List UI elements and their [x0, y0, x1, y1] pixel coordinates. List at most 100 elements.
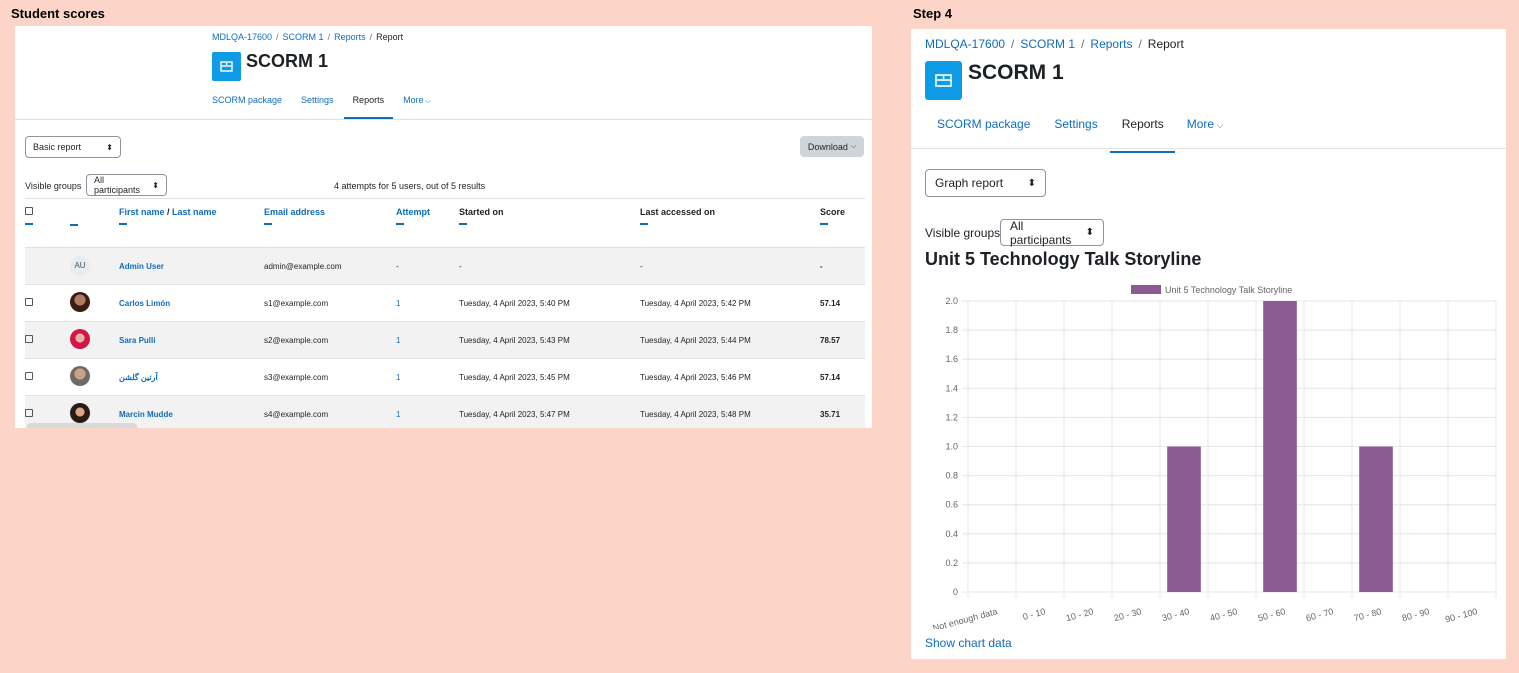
name-cell: Carlos Limón [119, 284, 264, 322]
report-type-value: Basic report [33, 142, 82, 152]
chevron-down-icon: ⌵ [850, 142, 857, 150]
y-tick-label: 0.4 [945, 529, 958, 539]
chevron-down-icon: ⌵ [423, 98, 431, 105]
breadcrumb-course[interactable]: MDLQA-17600 [925, 37, 1006, 51]
caption-step-4: Step 4 [913, 6, 953, 21]
y-tick-label: 0.8 [945, 471, 958, 481]
download-button[interactable]: Download ⌵ [800, 136, 864, 157]
sort-first-name[interactable]: First name [119, 207, 165, 217]
chevron-down-icon: ⌵ [1214, 120, 1224, 130]
x-tick-label: 80 - 90 [1401, 606, 1431, 623]
avatar-cell [70, 395, 119, 428]
sort-attempt[interactable]: Attempt [396, 207, 430, 217]
tab-reports[interactable]: Reports [1109, 117, 1175, 153]
attempt-link[interactable]: 1 [396, 372, 401, 382]
user-name-link[interactable]: Carlos Limón [119, 298, 171, 308]
started-cell: Tuesday, 4 April 2023, 5:40 PM [459, 284, 640, 322]
avatar-cell: AU [70, 247, 119, 285]
sort-score[interactable]: Score [820, 207, 846, 217]
row-checkbox-cell [25, 358, 70, 396]
y-tick-label: 2.0 [945, 296, 958, 306]
attempt-link[interactable]: 1 [396, 335, 401, 345]
row-checkbox[interactable] [25, 409, 33, 417]
breadcrumb-course[interactable]: MDLQA-17600 [212, 32, 273, 42]
tab-more[interactable]: More ⌵ [403, 95, 431, 119]
attempts-summary: 4 attempts for 5 users, out of 5 results [334, 181, 486, 191]
groups-select[interactable]: All participants ⬍ [86, 174, 167, 196]
avatar-cell [70, 358, 119, 396]
report-type-select[interactable]: Graph report ⬍ [925, 169, 1046, 197]
row-checkbox[interactable] [25, 335, 33, 343]
chart-title: Unit 5 Technology Talk Storyline [925, 249, 1202, 269]
tab-scorm-package[interactable]: SCORM package [212, 95, 283, 105]
divider [15, 119, 872, 120]
y-tick-label: 0.2 [945, 558, 958, 568]
row-checkbox[interactable] [25, 298, 33, 306]
breadcrumb-reports[interactable]: Reports [1090, 37, 1133, 51]
x-tick-label: 0 - 10 [1022, 606, 1047, 622]
sort-email[interactable]: Email address [264, 207, 326, 217]
select-arrows-icon: ⬍ [1027, 177, 1036, 189]
attempt-link[interactable]: 1 [396, 409, 401, 419]
breadcrumb-scorm[interactable]: SCORM 1 [1020, 37, 1076, 51]
bar [1167, 446, 1201, 592]
tab-reports[interactable]: Reports [343, 95, 394, 119]
score-cell: 57.14 [820, 358, 865, 396]
horizontal-scrollbar[interactable] [27, 423, 137, 428]
table-row: AU Admin User admin@example.com - - - - [25, 247, 865, 285]
x-tick-label: Not enough data [932, 606, 999, 629]
row-checkbox[interactable] [25, 372, 33, 380]
name-cell: Admin User [119, 247, 264, 285]
select-all-checkbox[interactable] [25, 207, 33, 215]
avatar-cell [70, 321, 119, 359]
user-name-link[interactable]: Marcin Mudde [119, 409, 173, 419]
user-name-link[interactable]: Sara Pulli [119, 335, 156, 345]
row-checkbox-cell [25, 321, 70, 359]
user-name-link[interactable]: Admin User [119, 261, 164, 271]
y-tick-label: 0.6 [945, 500, 958, 510]
x-tick-label: 40 - 50 [1209, 606, 1239, 623]
report-type-select[interactable]: Basic report ⬍ [25, 136, 121, 158]
x-tick-label: 60 - 70 [1305, 606, 1335, 623]
last-accessed-cell: - [640, 247, 820, 285]
score-distribution-chart: Unit 5 Technology Talk Storyline 0 0.2 0.4 0… [932, 285, 1497, 629]
breadcrumb-reports[interactable]: Reports [334, 32, 366, 42]
table-row: آرتین گلشن s3@example.com 1 Tuesday, 4 A… [25, 358, 865, 396]
breadcrumb-current: Report [376, 32, 404, 42]
select-arrows-icon: ⬍ [152, 180, 159, 190]
tab-scorm-package[interactable]: SCORM package [937, 117, 1031, 131]
visible-groups-label: Visible groups [25, 181, 82, 191]
x-tick-label: 70 - 80 [1353, 606, 1383, 623]
show-chart-data-link[interactable]: Show chart data [925, 636, 1012, 650]
email-cell: s2@example.com [264, 321, 396, 359]
graph-report-panel: MDLQA-17600/SCORM 1/Reports / Report SCORM… [911, 29, 1506, 659]
tab-settings[interactable]: Settings [301, 95, 334, 105]
secondary-nav: SCORM package Settings Reports More ⌵ [937, 117, 1247, 153]
avatar-cell [70, 284, 119, 322]
x-tick-label: 90 - 100 [1444, 606, 1478, 624]
y-tick-label: 1.6 [945, 354, 958, 364]
attempt-link[interactable]: 1 [396, 298, 401, 308]
name-cell: آرتین گلشن [119, 358, 264, 396]
attempt-cell: 1 [396, 321, 459, 359]
y-tick-label: 1.8 [945, 325, 958, 335]
y-tick-label: 1.4 [945, 383, 958, 393]
sort-last-name[interactable]: Last name [172, 207, 217, 217]
tab-more[interactable]: More ⌵ [1187, 117, 1224, 153]
started-cell: Tuesday, 4 April 2023, 5:43 PM [459, 321, 640, 359]
y-tick-label: 0 [953, 587, 958, 597]
sort-started[interactable]: Started on [459, 207, 504, 217]
email-cell: s4@example.com [264, 395, 396, 428]
sort-last-accessed[interactable]: Last accessed on [640, 207, 716, 217]
last-accessed-cell: Tuesday, 4 April 2023, 5:42 PM [640, 284, 820, 322]
user-name-link[interactable]: آرتین گلشن [119, 372, 158, 382]
tab-settings[interactable]: Settings [1054, 117, 1098, 131]
bar [1359, 446, 1393, 592]
name-separator: / [164, 207, 173, 217]
table-row: Sara Pulli s2@example.com 1 Tuesday, 4 A… [25, 321, 865, 359]
breadcrumb-scorm[interactable]: SCORM 1 [282, 32, 324, 42]
groups-select-value: All participants [1010, 218, 1072, 247]
scorm-package-icon [212, 52, 241, 81]
groups-select[interactable]: All participants ⬍ [1000, 218, 1104, 247]
attempt-cell: 1 [396, 358, 459, 396]
